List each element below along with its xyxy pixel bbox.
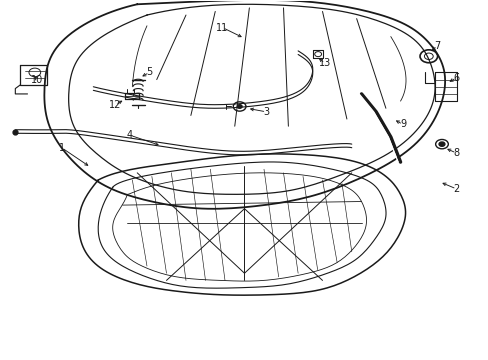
Text: 6: 6 xyxy=(453,73,459,83)
Text: 13: 13 xyxy=(318,58,330,68)
Circle shape xyxy=(237,105,242,108)
Text: 2: 2 xyxy=(452,184,459,194)
Text: 8: 8 xyxy=(453,148,459,158)
Text: 10: 10 xyxy=(31,75,43,85)
Text: 4: 4 xyxy=(126,130,133,140)
Text: 7: 7 xyxy=(433,41,439,50)
Circle shape xyxy=(438,142,444,146)
Text: 9: 9 xyxy=(399,120,405,129)
Text: 12: 12 xyxy=(109,100,121,110)
Text: 1: 1 xyxy=(59,143,64,153)
Text: 5: 5 xyxy=(146,67,152,77)
Text: 3: 3 xyxy=(263,107,269,117)
Text: 11: 11 xyxy=(216,23,228,33)
